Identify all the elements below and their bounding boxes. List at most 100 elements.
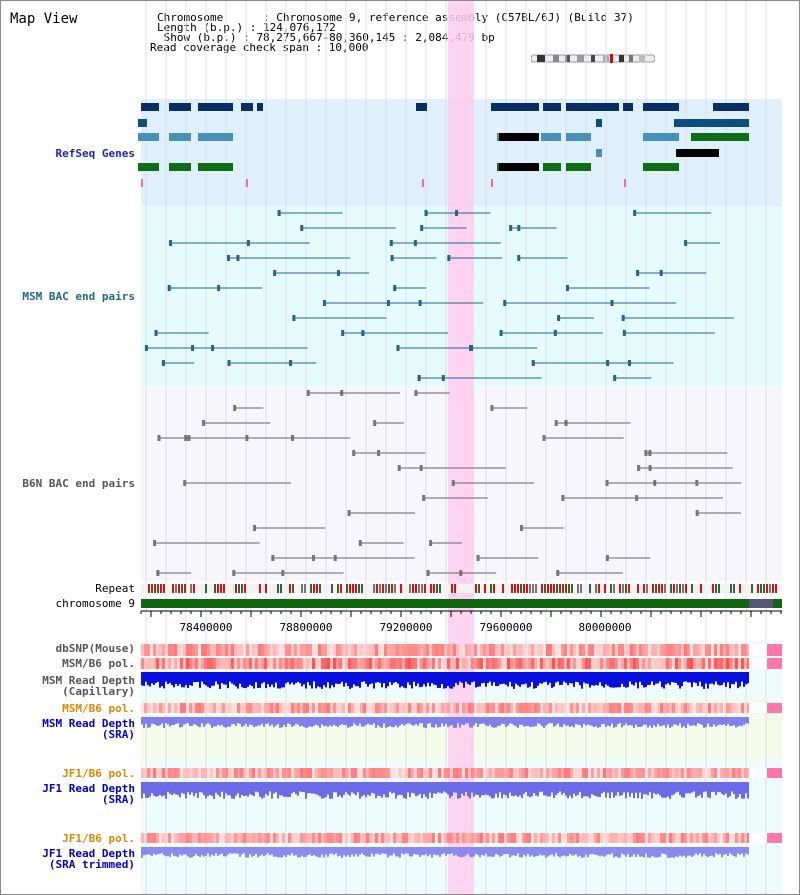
axis-tick-label: 78800000 [280,621,333,634]
msm-depth-capillary-label[interactable]: MSM Read Depth (Capillary) [42,674,135,698]
polymorphism-cell [186,644,189,656]
polymorphism-cell [657,768,660,778]
polymorphism-cell [210,833,213,843]
read-depth-bar [329,672,331,689]
read-depth-bar [143,672,145,687]
polymorphism-cell [630,833,633,843]
read-depth-bar [373,847,375,857]
polymorphism-cell [300,658,303,669]
read-depth-bar [711,672,713,684]
jf1-depth-sra-label[interactable]: JF1 Read Depth (SRA) [42,782,135,806]
read-depth-bar [437,672,439,688]
read-depth-bar [273,672,275,688]
polymorphism-cell [702,644,705,656]
polymorphism-cell [636,703,639,713]
polymorphism-cell [168,658,171,669]
read-depth-bar [467,782,469,797]
msm-bac-track-label[interactable]: MSM BAC end pairs [22,290,135,303]
read-depth-bar [359,847,361,855]
read-depth-bar [239,672,241,684]
repeat-element [655,584,657,593]
polymorphism-cell [165,644,168,656]
polymorphism-cell [411,833,414,843]
polymorphism-cell [669,703,672,713]
read-depth-bar [143,847,145,856]
read-depth-bar [293,717,295,726]
repeat-element [751,584,753,593]
polymorphism-cell [303,658,306,669]
read-depth-bar [603,672,605,688]
read-depth-bar [715,717,717,727]
polymorphism-cell [387,644,390,656]
read-depth-bar [313,782,315,794]
polymorphism-cell [468,768,471,778]
polymorphism-cell [285,658,288,669]
read-depth-bar [213,672,215,686]
read-depth-bar [251,847,253,857]
msm-b6-pol-sra-label[interactable]: MSM/B6 pol. [62,702,135,715]
polymorphism-cell [504,644,507,656]
read-depth-bar [577,672,579,683]
polymorphism-cell [360,703,363,713]
repeat-element [643,584,645,593]
b6n-bac-end [605,555,609,561]
read-depth-bar [295,847,297,855]
polymorphism-cell [675,833,678,843]
msm-bac-end [557,315,561,321]
refseq-track-label[interactable]: RefSeq Genes [55,147,135,160]
read-depth-bar [173,847,175,856]
jf1-depth-trim-label[interactable]: JF1 Read Depth (SRA trimmed) [42,847,135,871]
polymorphism-cell [519,833,522,843]
read-depth-bar [393,847,395,854]
read-depth-bar [207,717,209,724]
read-depth-bar [501,782,503,799]
polymorphism-cell [237,658,240,669]
polymorphism-cell [345,658,348,669]
read-depth-bar [605,672,607,685]
polymorphism-cell [384,833,387,843]
polymorphism-cell [420,833,423,843]
read-depth-bar [231,672,233,684]
repeat-element [376,584,378,593]
jf1-b6-pol-trim-label[interactable]: JF1/B6 pol. [62,832,135,845]
read-depth-bar [267,717,269,724]
polymorphism-cell [453,644,456,656]
chromosome-ideogram[interactable] [531,54,655,63]
dbsnp-track-label[interactable]: dbSNP(Mouse) [55,642,135,655]
read-depth-bar [159,782,161,795]
polymorphism-cell [711,658,714,669]
read-depth-bar [727,672,729,683]
polymorphism-cell [453,703,456,713]
msm-bac-end [396,345,400,351]
polymorphism-cell [189,703,192,713]
msm-bac-end [509,225,513,231]
polymorphism-cell [279,658,282,669]
jf1-b6-pol-label[interactable]: JF1/B6 pol. [62,767,135,780]
read-depth-bar [385,782,387,798]
polymorphism-cell [678,768,681,778]
polymorphism-cell [153,833,156,843]
read-depth-bar [407,782,409,793]
read-depth-bar [517,717,519,728]
msm-b6-pol-track-label[interactable]: MSM/B6 pol. [62,657,135,670]
msm-depth-sra-label[interactable]: MSM Read Depth (SRA) [42,717,135,741]
read-depth-bar [553,847,555,857]
gene-feature [713,103,749,111]
polymorphism-cell [651,768,654,778]
read-depth-bar [403,717,405,726]
polymorphism-cell [654,768,657,778]
polymorphism-cell [648,768,651,778]
polymorphism-cell [711,833,714,843]
read-depth-bar [563,717,565,725]
read-depth-bar [573,782,575,794]
read-depth-bar [547,782,549,797]
polymorphism-cell [591,833,594,843]
polymorphism-cell [582,644,585,656]
read-depth-bar [631,847,633,857]
read-depth-bar [227,717,229,727]
b6n-bac-track-label[interactable]: B6N BAC end pairs [22,477,135,490]
read-depth-bar [737,782,739,798]
polymorphism-cell [144,658,147,669]
polymorphism-cell [564,768,567,778]
